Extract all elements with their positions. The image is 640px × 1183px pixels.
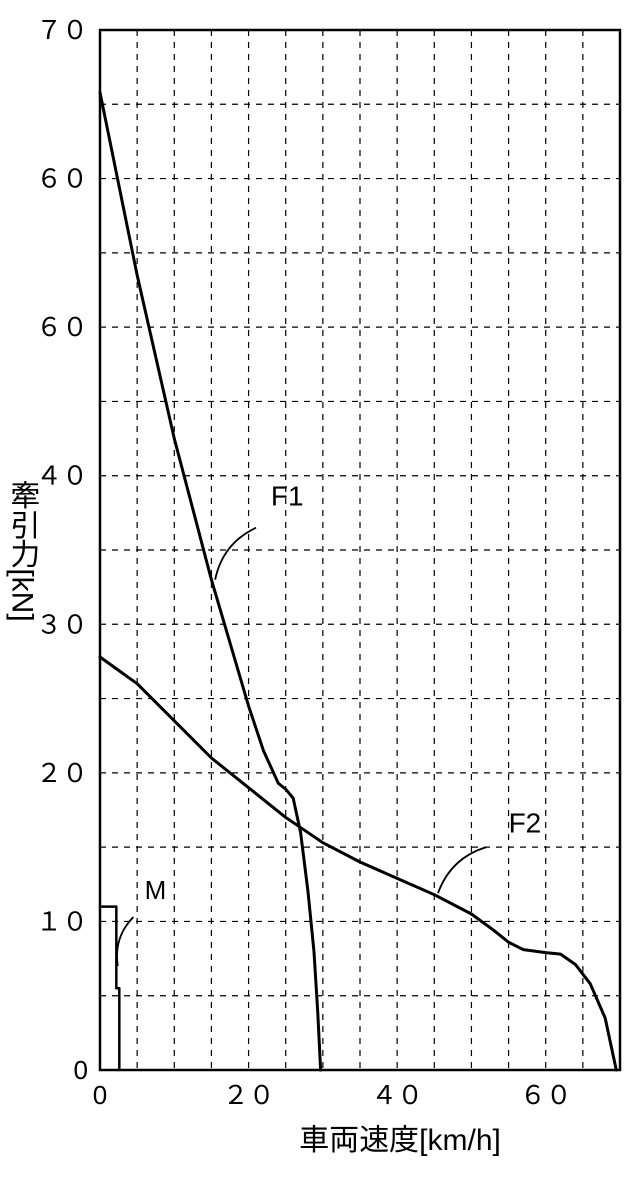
annotation-label: F2 (509, 807, 542, 838)
chart-container: 0 ２０ ４０ ６０ 0 １０ ２０ ３０ ４０ ６０ ６０ ７０ 車両速度[km/h] 牽引力[kN] F… (0, 0, 640, 1183)
x-tick-label: ２０ (223, 1080, 275, 1110)
y-tick-label: ４０ (36, 461, 88, 491)
y-tick-label: １０ (36, 906, 88, 936)
annotation-label: F1 (271, 480, 304, 511)
y-tick-label: 0 (74, 1055, 88, 1085)
x-tick-label: 0 (93, 1080, 107, 1110)
y-axis-label: 牽引力[kN] (6, 478, 40, 621)
x-tick-label: ６０ (520, 1080, 572, 1110)
traction-speed-chart: 0 ２０ ４０ ６０ 0 １０ ２０ ３０ ４０ ６０ ６０ ７０ 車両速度[km/h] 牽引力[kN] F… (0, 0, 640, 1183)
y-tick-label: ２０ (36, 758, 88, 788)
y-tick-label: ７０ (36, 15, 88, 45)
x-tick-label: ４０ (371, 1080, 423, 1110)
x-axis-label: 車両速度[km/h] (299, 1124, 501, 1157)
y-tick-label: ３０ (36, 609, 88, 639)
annotation-label: M (145, 875, 167, 905)
y-tick-label: ６０ (36, 312, 88, 342)
y-tick-label: ６０ (36, 164, 88, 194)
